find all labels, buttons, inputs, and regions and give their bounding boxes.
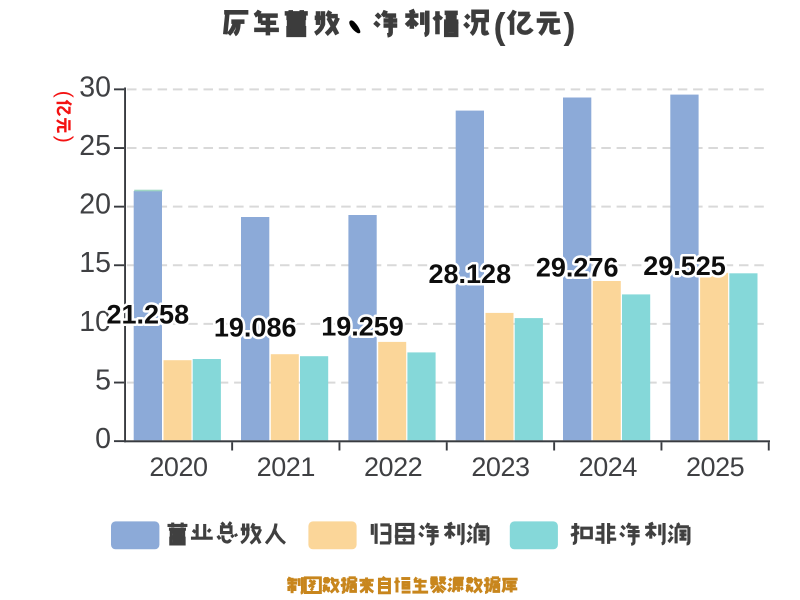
svg-text:2024: 2024 (579, 452, 638, 482)
svg-text:29.276: 29.276 (536, 253, 619, 283)
svg-text:19.086: 19.086 (214, 312, 297, 342)
svg-text:2020: 2020 (149, 452, 207, 482)
svg-text:28.128: 28.128 (429, 259, 512, 289)
svg-text:2021: 2021 (257, 452, 315, 482)
svg-text:29.525: 29.525 (643, 251, 726, 281)
svg-text:(: ( (53, 91, 76, 98)
svg-text:2022: 2022 (364, 452, 422, 482)
svg-text:): ) (564, 6, 576, 47)
svg-text:25: 25 (79, 130, 111, 162)
svg-text:): ) (53, 136, 76, 143)
svg-text:2023: 2023 (471, 452, 529, 482)
svg-text:5: 5 (95, 365, 111, 397)
svg-text:20: 20 (79, 189, 111, 221)
svg-text:21.258: 21.258 (107, 299, 190, 329)
svg-text:(: ( (494, 6, 506, 47)
svg-text:2025: 2025 (686, 452, 744, 482)
svg-text:0: 0 (95, 423, 111, 455)
svg-text:15: 15 (79, 247, 111, 279)
svg-text:19.259: 19.259 (321, 311, 404, 341)
svg-text:30: 30 (79, 71, 111, 103)
svg-text:10: 10 (79, 306, 111, 338)
